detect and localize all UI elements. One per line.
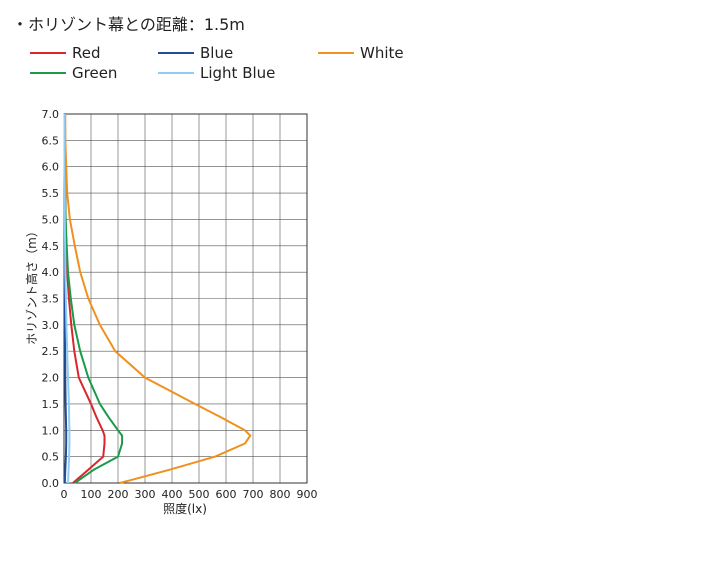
y-tick-label: 4.0 [42, 266, 60, 279]
x-tick-label: 0 [61, 488, 68, 501]
x-tick-label: 400 [162, 488, 183, 501]
x-tick-label: 900 [297, 488, 318, 501]
y-tick-label: 4.5 [42, 240, 60, 253]
y-tick-label: 5.5 [42, 187, 60, 200]
y-tick-label: 7.0 [42, 108, 60, 121]
legend-label: White [360, 44, 404, 62]
x-axis-label: 照度(lx) [163, 501, 207, 516]
y-tick-label: 6.0 [42, 161, 60, 174]
x-tick-label: 600 [216, 488, 237, 501]
chart-title: ・ホリゾント幕との距離：1.5m [12, 15, 245, 34]
y-tick-label: 0.5 [42, 451, 60, 464]
legend-label: Green [72, 64, 117, 82]
y-tick-label: 6.5 [42, 134, 60, 147]
y-axis-label: ホリゾント高さ（m） [24, 225, 39, 345]
y-tick-label: 1.5 [42, 398, 60, 411]
x-tick-label: 500 [189, 488, 210, 501]
x-tick-label: 700 [243, 488, 264, 501]
y-tick-label: 5.0 [42, 213, 60, 226]
series-line [63, 114, 71, 484]
x-tick-label: 200 [108, 488, 129, 501]
y-tick-label: 3.5 [42, 293, 60, 306]
legend-label: Light Blue [200, 64, 275, 82]
y-tick-label: 2.0 [42, 372, 60, 385]
y-tick-label: 0.0 [42, 477, 60, 490]
y-tick-label: 2.5 [42, 345, 60, 358]
y-tick-label: 1.0 [42, 424, 60, 437]
y-tick-label: 3.0 [42, 319, 60, 332]
legend-label: Red [72, 44, 101, 62]
x-tick-label: 100 [81, 488, 102, 501]
legend-label: Blue [200, 44, 233, 62]
x-tick-label: 800 [270, 488, 291, 501]
x-tick-label: 300 [135, 488, 156, 501]
series-line [64, 113, 252, 484]
